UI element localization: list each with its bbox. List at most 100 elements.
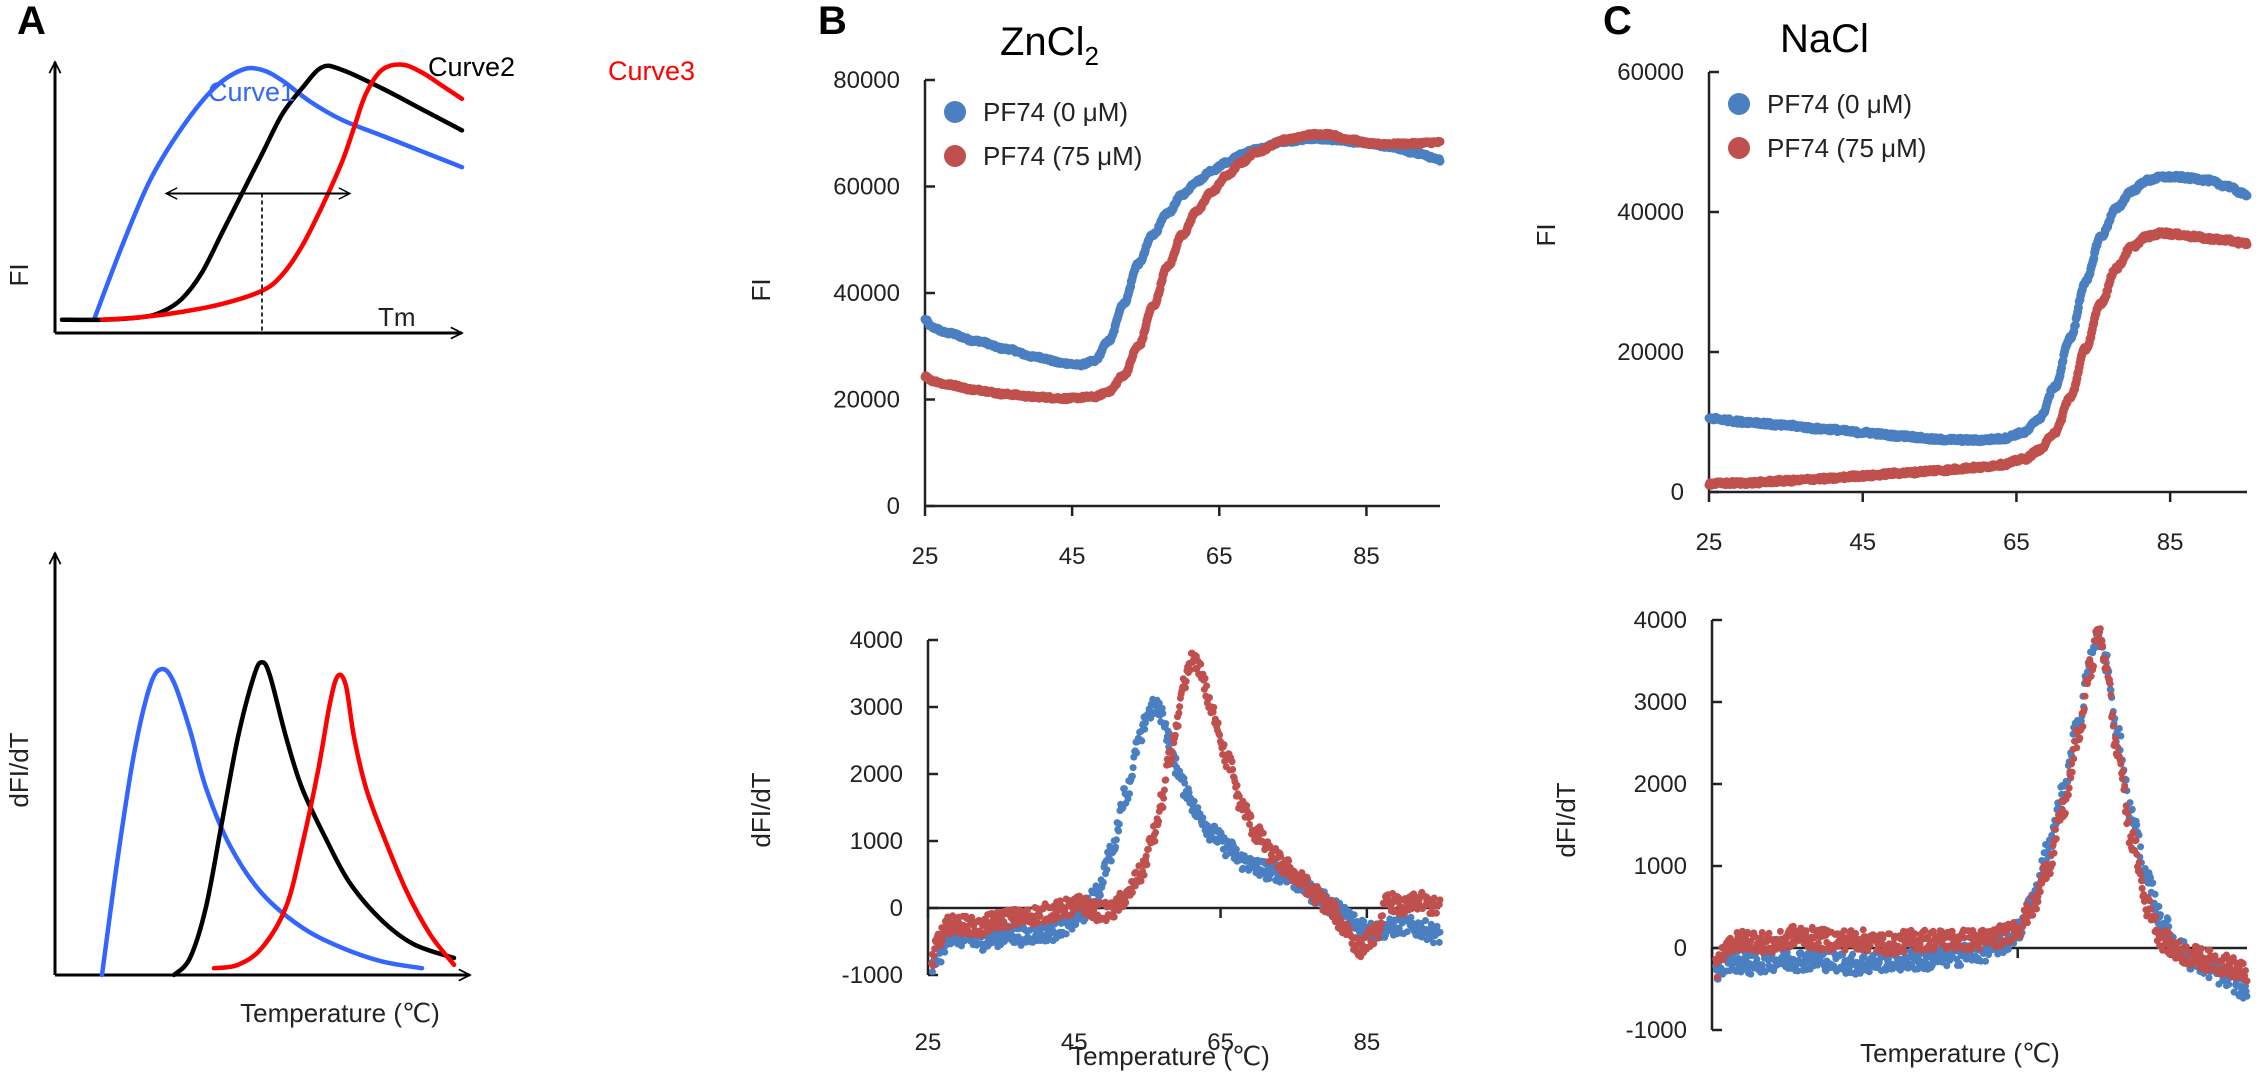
chart-a-top: FI Tm Curve1 Curve2 Curve3 [4,52,695,333]
legend-label: PF74 (75 μM) [983,141,1142,171]
x-tick-label: 85 [1353,543,1380,570]
y-tick-label: 20000 [1617,339,1684,366]
legend: PF74 (0 μM)PF74 (75 μM) [944,97,1142,171]
y-axis-label: dFI/dT [746,772,776,847]
data-point [1160,794,1168,802]
x-tick-label: 85 [1354,1029,1381,1056]
data-point [1036,912,1044,920]
y-tick-label: 2000 [1634,771,1687,798]
data-point [1143,861,1151,869]
data-point [2151,890,2159,898]
data-point [1240,852,1248,860]
data-point [1158,704,1166,712]
data-point [1128,889,1136,896]
data-point [1162,776,1170,784]
data-point [1982,957,1990,965]
y-tick-label: -1000 [1626,1017,1687,1044]
data-point [1378,920,1386,928]
data-point [2133,821,2141,829]
panel-label-a: A [17,0,46,43]
data-point [1403,928,1411,936]
y-tick-label: 0 [887,493,900,520]
title-base: ZnCl [1000,20,1084,64]
series-layer [99,659,457,978]
series-pf74-75um [928,649,1444,970]
panel-label-b: B [818,0,847,43]
y-tick-label: 3000 [1634,689,1687,716]
data-point [1346,925,1354,933]
y-tick-label: 4000 [1634,607,1687,634]
series-layer [1704,170,2252,490]
data-point [1144,845,1152,853]
series-curve3-line [99,62,465,322]
data-point [1082,894,1090,902]
data-point [1214,719,1222,727]
x-tick-label: 45 [1059,543,1086,570]
data-point [1138,737,1146,745]
data-point [1304,875,1312,883]
data-point [1430,894,1438,902]
data-point [2164,916,2172,924]
data-point [1232,845,1240,853]
legend: PF74 (0 μM)PF74 (75 μM) [1728,89,1926,163]
data-point [1174,722,1182,730]
data-point [1427,920,1435,928]
x-tick-label: 65 [2003,529,2030,556]
data-point [1247,813,1255,820]
data-point [1298,869,1306,877]
data-point [1062,930,1070,938]
data-point [928,968,936,976]
data-point [1194,804,1202,812]
data-point [1235,792,1243,800]
y-tick-label: 40000 [1617,199,1684,226]
data-point [1436,896,1444,904]
data-point [936,942,944,950]
y-tick-label: 20000 [833,387,900,414]
series-layer [59,62,465,333]
data-point [1216,731,1224,739]
y-axis-label: FI [4,263,34,286]
legend-label: PF74 (75 μM) [1767,133,1926,163]
data-point [1112,843,1120,851]
data-point [1435,137,1445,147]
data-point [1152,829,1160,836]
data-point [1407,913,1415,921]
data-point [2242,191,2252,201]
y-tick-label: 3000 [850,694,903,721]
data-point [2070,320,2080,330]
curve2-label: Curve2 [428,52,515,82]
data-point [1430,939,1437,947]
title-subscript: 2 [1084,41,1098,71]
data-point [1135,862,1143,870]
data-point [937,958,945,966]
data-point [1432,909,1440,917]
data-point [1433,922,1441,930]
y-tick-label: 0 [1674,935,1687,962]
data-point [1055,914,1063,921]
data-point [1126,790,1133,798]
data-point [2149,879,2157,887]
data-point [949,912,957,920]
data-point [1110,913,1118,921]
data-point [930,952,938,960]
data-point [1379,912,1386,920]
data-point [1122,899,1130,907]
y-tick-label: 60000 [833,174,900,201]
data-point [2205,974,2213,982]
data-point [2242,240,2252,250]
curve1-label: Curve1 [208,77,295,107]
y-tick-label: 4000 [850,627,903,654]
data-point [1259,829,1267,837]
data-point [968,913,976,921]
data-point [1228,758,1236,766]
data-point [1285,857,1293,865]
data-point [1120,785,1128,793]
x-tick-label: 45 [1061,1029,1088,1056]
data-point [1159,804,1167,811]
data-point [2137,843,2145,851]
data-point [1182,684,1189,692]
x-tick-label: 65 [1207,1029,1234,1056]
x-tick-label: 65 [1206,543,1233,570]
